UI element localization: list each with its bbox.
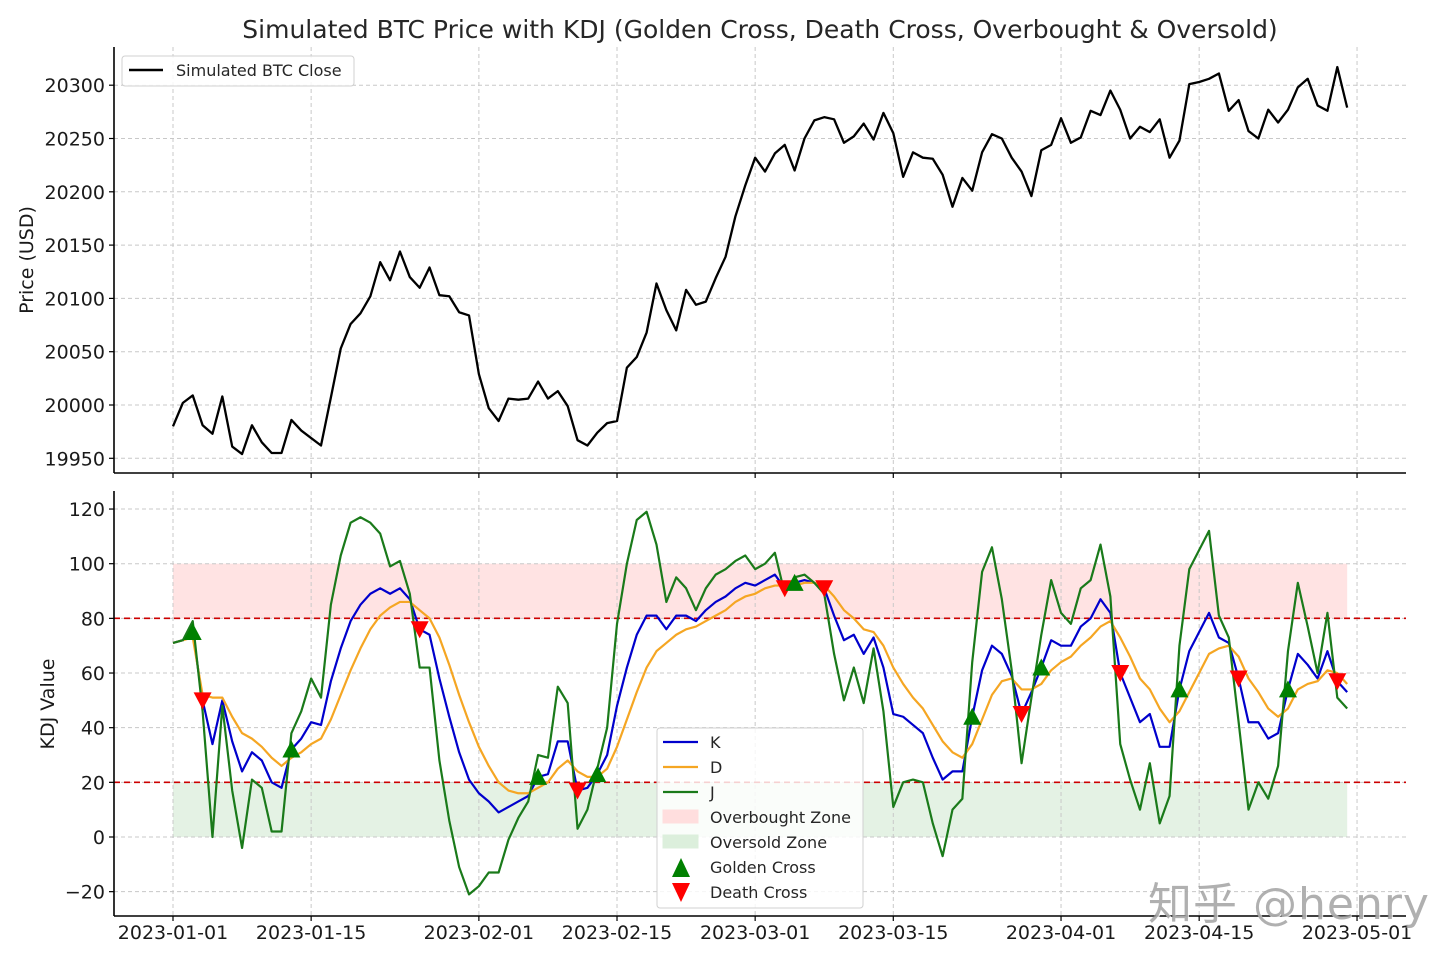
- kdj-y-tick-label: 20: [81, 772, 105, 794]
- price-y-tick-label: 19950: [45, 448, 105, 470]
- kdj-j-line: [172, 510, 1348, 896]
- kdj-legend-label: Oversold Zone: [710, 833, 827, 852]
- kdj-y-tick-label: −20: [65, 882, 105, 904]
- golden-cross-marker: [785, 573, 804, 591]
- kdj-y-tick-label: 40: [81, 718, 105, 740]
- death-cross-marker: [1328, 673, 1347, 691]
- x-tick-label: 2023-03-01: [700, 922, 810, 944]
- death-cross-marker: [1229, 670, 1248, 688]
- kdj-panel: −20 0 20 40 60 80 100 120 2023-01-01 2023-01-15 20…: [37, 491, 1412, 944]
- kdj-legend-label: D: [710, 758, 722, 777]
- x-tick-label: 2023-04-01: [1006, 922, 1116, 944]
- kdj-legend-label: Death Cross: [710, 883, 807, 902]
- price-lines: [171, 65, 1349, 456]
- golden-cross-marker: [529, 767, 548, 785]
- price-y-tick-label: 20300: [45, 75, 105, 97]
- kdj-legend-label: Golden Cross: [710, 858, 816, 877]
- golden-cross-icon: [672, 858, 690, 877]
- x-tick-label: 2023-03-15: [838, 922, 948, 944]
- kdj-legend-label: Overbought Zone: [710, 808, 851, 827]
- golden-cross-marker: [588, 765, 607, 783]
- kdj-legend-box: [656, 727, 864, 909]
- kdj-axes: −20 0 20 40 60 80 100 120 2023-01-01 2023-01-15 20…: [65, 491, 1412, 944]
- price-axes: 19950 20000 20050 20100 20150 20200 20250 20300: [45, 47, 1406, 478]
- legend-swatch-zone: [662, 809, 699, 824]
- price-y-axis-label: Price (USD): [16, 206, 38, 314]
- golden-cross-marker: [1278, 680, 1297, 698]
- kdj-markers: [183, 573, 1347, 800]
- x-tick-label: 2023-02-01: [424, 922, 534, 944]
- x-tick-label: 2023-04-15: [1144, 922, 1254, 944]
- watermark: 知乎 @henry: [1148, 879, 1430, 930]
- kdj-y-tick-label: 60: [81, 663, 105, 685]
- kdj-y-tick-label: 0: [93, 827, 105, 849]
- golden-cross-marker: [183, 623, 202, 641]
- price-y-tick-label: 20200: [45, 182, 105, 204]
- death-cross-marker: [568, 782, 587, 800]
- golden-cross-marker: [282, 740, 301, 758]
- price-legend-label: Simulated BTC Close: [176, 61, 342, 80]
- price-y-tick-label: 20000: [45, 395, 105, 417]
- x-tick-label: 2023-01-01: [118, 922, 228, 944]
- kdj-y-tick-label: 120: [69, 499, 105, 521]
- death-cross-marker: [815, 580, 834, 598]
- x-tick-label: 2023-05-01: [1302, 922, 1412, 944]
- price-y-tick-label: 20250: [45, 129, 105, 151]
- kdj-legend: KDJ Overbought Zone Oversold Zone Golden Cr…: [656, 727, 864, 909]
- price-legend: Simulated BTC Close: [121, 55, 355, 87]
- kdj-legend-label: J: [709, 783, 715, 802]
- death-cross-marker: [1012, 706, 1031, 724]
- kdj-d-line: [172, 581, 1348, 795]
- kdj-k-line: [172, 573, 1348, 814]
- golden-cross-marker: [1032, 658, 1051, 676]
- golden-cross-marker: [963, 707, 982, 725]
- x-tick-label: 2023-02-15: [562, 922, 672, 944]
- legend-swatch-zone: [662, 834, 699, 849]
- kdj-lines: [172, 510, 1348, 896]
- kdj-y-axis-label: KDJ Value: [37, 659, 59, 750]
- price-y-tick-label: 20050: [45, 342, 105, 364]
- price-grid: [114, 47, 1406, 473]
- kdj-y-tick-label: 80: [81, 608, 105, 630]
- kdj-y-tick-label: 100: [69, 554, 105, 576]
- death-cross-marker: [410, 621, 429, 639]
- price-series-line: [171, 65, 1349, 456]
- price-panel: 19950 20000 20050 20100 20150 20200 20250 20300…: [16, 47, 1406, 478]
- death-cross-marker: [1111, 665, 1130, 683]
- golden-cross-marker: [1170, 680, 1189, 698]
- kdj-legend-label: K: [710, 733, 721, 752]
- death-cross-marker: [193, 692, 212, 710]
- price-y-tick-label: 20150: [45, 235, 105, 257]
- price-legend-box: [121, 55, 355, 87]
- x-tick-label: 2023-01-15: [256, 922, 366, 944]
- chart-title: Simulated BTC Price with KDJ (Golden Cro…: [242, 15, 1277, 44]
- death-cross-icon: [672, 883, 690, 902]
- price-y-tick-label: 20100: [45, 288, 105, 310]
